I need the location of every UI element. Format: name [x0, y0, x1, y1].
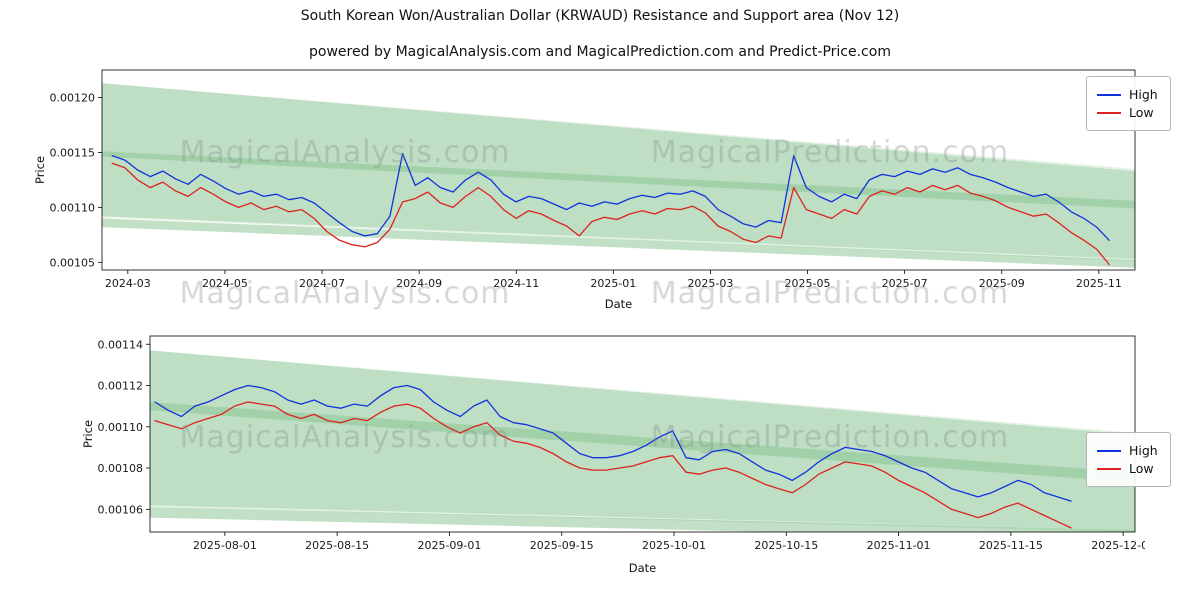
bottom-chart: 0.00106 0.00108 0.00110 0.00112 0.00114 2025-… — [0, 328, 1200, 590]
legend-label-low: Low — [1129, 105, 1154, 120]
legend-item-high: High — [1097, 87, 1158, 102]
svg-text:2025-10-15: 2025-10-15 — [754, 539, 818, 552]
svg-text:2025-09-15: 2025-09-15 — [530, 539, 594, 552]
svg-text:0.00110: 0.00110 — [98, 421, 144, 434]
svg-text:Date: Date — [629, 561, 657, 575]
svg-text:Price: Price — [81, 420, 95, 448]
svg-text:2025-05: 2025-05 — [785, 277, 831, 290]
svg-text:0.00115: 0.00115 — [50, 146, 96, 159]
svg-text:2025-07: 2025-07 — [882, 277, 928, 290]
svg-text:2024-07: 2024-07 — [299, 277, 345, 290]
legend-item-low: Low — [1097, 461, 1158, 476]
legend-label-high: High — [1129, 87, 1158, 102]
svg-text:0.00120: 0.00120 — [50, 91, 96, 104]
legend-item-low: Low — [1097, 105, 1158, 120]
legend-item-high: High — [1097, 443, 1158, 458]
svg-text:2025-11-15: 2025-11-15 — [979, 539, 1043, 552]
legend: High Low — [1086, 76, 1171, 131]
svg-text:2025-08-15: 2025-08-15 — [305, 539, 369, 552]
high-line-swatch — [1097, 93, 1121, 96]
svg-text:2025-11: 2025-11 — [1076, 277, 1122, 290]
svg-text:2024-11: 2024-11 — [493, 277, 539, 290]
figure-subtitle: powered by MagicalAnalysis.com and Magic… — [309, 44, 891, 60]
svg-text:0.00105: 0.00105 — [50, 256, 96, 269]
svg-text:0.00106: 0.00106 — [98, 503, 144, 516]
svg-text:Price: Price — [33, 156, 47, 184]
low-line-swatch — [1097, 467, 1121, 470]
svg-text:2025-10-01: 2025-10-01 — [642, 539, 706, 552]
svg-text:2025-12-01: 2025-12-01 — [1091, 539, 1145, 552]
svg-text:0.00114: 0.00114 — [98, 338, 144, 351]
svg-text:2025-01: 2025-01 — [590, 277, 636, 290]
svg-text:2025-09: 2025-09 — [979, 277, 1025, 290]
legend: High Low — [1086, 432, 1171, 487]
top-chart: 0.00105 0.00110 0.00115 0.00120 2024-03 2024-… — [0, 62, 1200, 328]
svg-text:2024-05: 2024-05 — [202, 277, 248, 290]
figure-title: South Korean Won/Australian Dollar (KRWA… — [300, 8, 900, 24]
svg-text:Date: Date — [605, 297, 633, 311]
low-line-swatch — [1097, 111, 1121, 114]
svg-text:2024-09: 2024-09 — [396, 277, 442, 290]
bottom-chart-canvas: 0.00106 0.00108 0.00110 0.00112 0.00114 2025-… — [81, 335, 1145, 575]
svg-text:0.00110: 0.00110 — [50, 201, 96, 214]
svg-text:0.00112: 0.00112 — [98, 380, 144, 393]
svg-text:2025-11-01: 2025-11-01 — [867, 539, 931, 552]
svg-text:2024-03: 2024-03 — [105, 277, 151, 290]
svg-text:2025-08-01: 2025-08-01 — [193, 539, 257, 552]
top-chart-canvas: 0.00105 0.00110 0.00115 0.00120 2024-03 2024-… — [33, 69, 1136, 311]
svg-text:2025-09-01: 2025-09-01 — [417, 539, 481, 552]
legend-label-low: Low — [1129, 461, 1154, 476]
svg-text:0.00108: 0.00108 — [98, 462, 144, 475]
legend-label-high: High — [1129, 443, 1158, 458]
high-line-swatch — [1097, 449, 1121, 452]
svg-text:2025-03: 2025-03 — [687, 277, 733, 290]
